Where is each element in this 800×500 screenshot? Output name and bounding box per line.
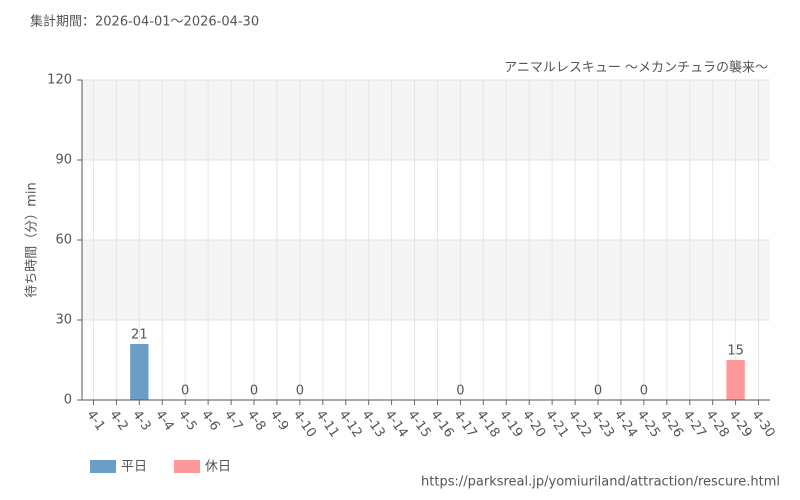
legend-swatch: [174, 460, 200, 473]
x-tick-label: 4-15: [404, 408, 433, 441]
y-axis-label: 待ち時間（分）min: [25, 182, 40, 298]
y-tick-label: 30: [55, 313, 72, 328]
x-tick-label: 4-16: [427, 408, 456, 441]
x-tick-label: 4-27: [680, 408, 709, 441]
x-tick-label: 4-30: [748, 408, 777, 441]
value-label: 15: [727, 344, 744, 359]
x-tick-label: 4-6: [198, 408, 222, 434]
x-tick-label: 4-17: [450, 408, 479, 441]
value-label: 0: [594, 384, 602, 399]
bar: [130, 344, 149, 400]
y-tick-label: 0: [64, 393, 72, 408]
chart-title: 集計期間：2026-04-01～2026-04-30: [30, 14, 259, 30]
x-tick-label: 4-1: [83, 408, 107, 434]
chart-subtitle: アニマルレスキュー ～メカンチュラの襲来～: [504, 60, 768, 76]
y-tick-label: 90: [55, 153, 72, 168]
x-tick-label: 4-14: [381, 408, 410, 441]
x-tick-label: 4-12: [336, 408, 365, 441]
legend-label: 休日: [205, 460, 231, 475]
x-tick-label: 4-20: [519, 408, 548, 441]
value-label: 0: [296, 384, 304, 399]
x-tick-label: 4-19: [496, 408, 525, 441]
value-label: 0: [456, 384, 464, 399]
x-tick-label: 4-3: [129, 408, 153, 434]
grid-band: [82, 240, 770, 320]
x-tick-label: 4-8: [244, 408, 268, 434]
y-tick-label: 120: [47, 73, 72, 88]
legend-swatch: [90, 460, 116, 473]
value-label: 0: [250, 384, 258, 399]
y-tick-label: 60: [55, 233, 72, 248]
x-tick-label: 4-24: [611, 408, 640, 441]
value-label: 21: [131, 328, 148, 343]
bar: [726, 360, 745, 400]
legend-label: 平日: [121, 460, 147, 475]
value-label: 0: [640, 384, 648, 399]
x-tick-label: 4-26: [657, 408, 686, 441]
value-label: 0: [181, 384, 189, 399]
x-tick-label: 4-29: [725, 408, 754, 441]
x-tick-label: 4-25: [634, 408, 663, 441]
x-tick-label: 4-5: [175, 408, 199, 434]
x-tick-label: 4-2: [106, 408, 130, 434]
x-tick-label: 4-18: [473, 408, 502, 441]
grid-band: [82, 80, 770, 160]
x-tick-label: 4-23: [588, 408, 617, 441]
source-url: https://parksreal.jp/yomiuriland/attract…: [421, 475, 780, 490]
x-tick-label: 4-28: [703, 408, 732, 441]
x-tick-label: 4-11: [313, 408, 342, 441]
x-tick-label: 4-13: [359, 408, 388, 441]
x-tick-label: 4-9: [267, 408, 291, 434]
x-tick-label: 4-22: [565, 408, 594, 441]
x-tick-label: 4-7: [221, 408, 245, 434]
x-tick-label: 4-10: [290, 408, 319, 441]
x-tick-label: 4-21: [542, 408, 571, 441]
x-tick-label: 4-4: [152, 408, 176, 434]
